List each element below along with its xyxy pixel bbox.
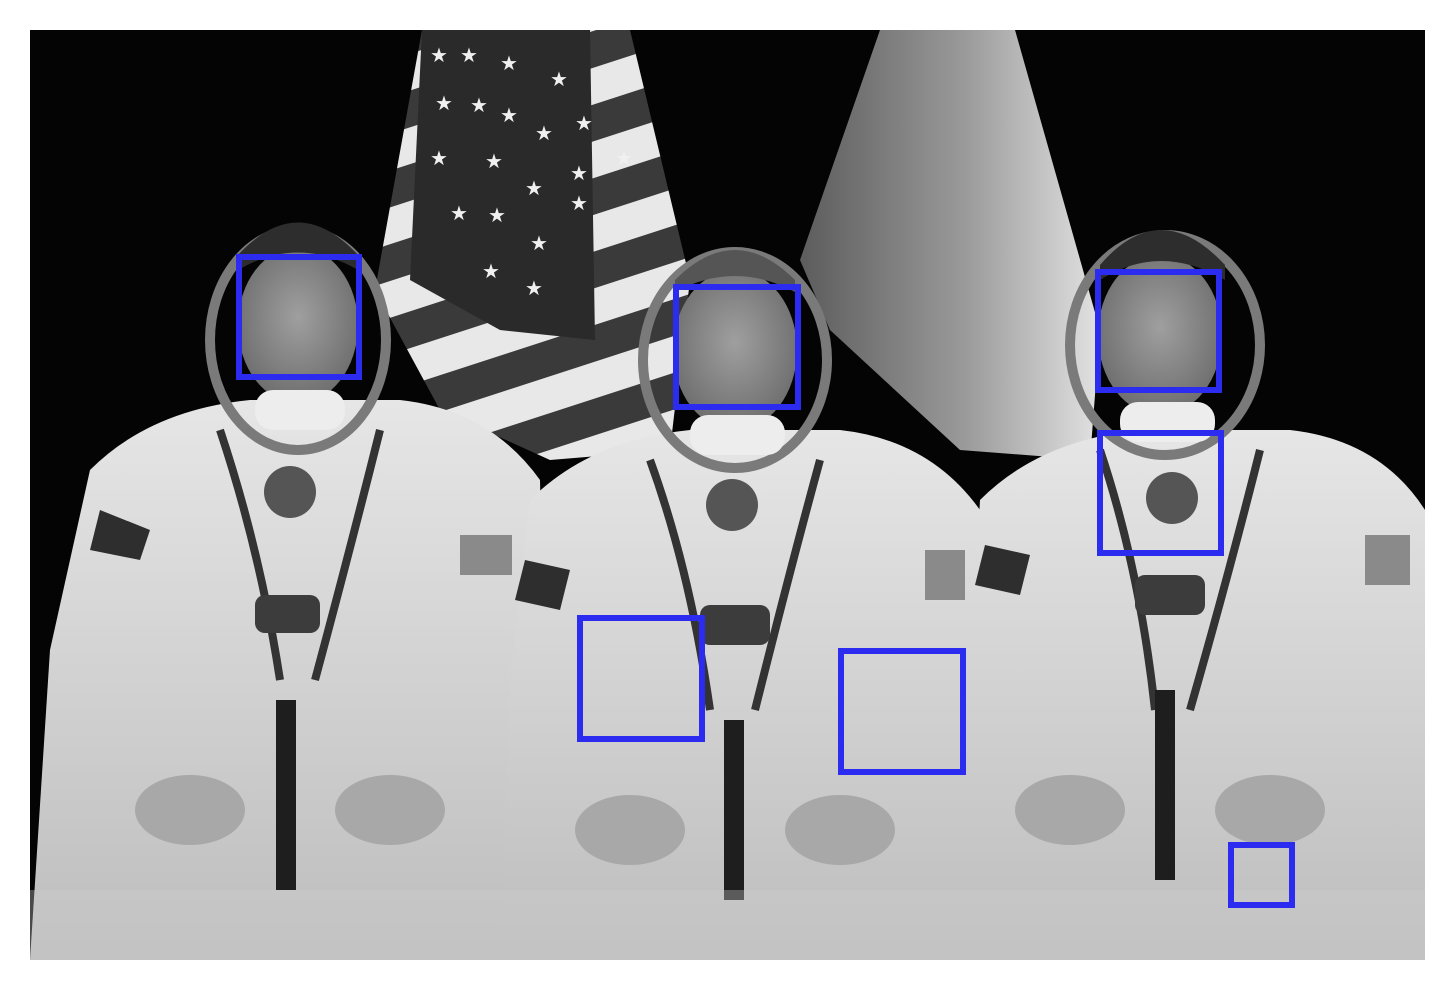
svg-text:★: ★ xyxy=(435,91,453,115)
svg-text:★: ★ xyxy=(525,176,543,200)
svg-text:★: ★ xyxy=(500,51,518,75)
detection-overlay xyxy=(30,30,1425,960)
svg-text:★: ★ xyxy=(470,93,488,117)
detection-box-face-middle xyxy=(673,284,801,410)
detection-box-face-left xyxy=(236,254,362,380)
svg-text:★: ★ xyxy=(482,259,500,283)
svg-text:★: ★ xyxy=(615,146,633,170)
svg-text:★: ★ xyxy=(535,121,553,145)
svg-text:★: ★ xyxy=(430,146,448,170)
photo-figure: ★ ★ ★ ★ ★ ★ ★ ★ ★ ★ ★ ★ ★ ★ ★ ★ ★ ★ ★ ★ xyxy=(30,30,1425,960)
svg-text:★: ★ xyxy=(500,103,518,127)
photo-illustration: ★ ★ ★ ★ ★ ★ ★ ★ ★ ★ ★ ★ ★ ★ ★ ★ ★ ★ ★ ★ xyxy=(30,30,1425,960)
crew-photo: ★ ★ ★ ★ ★ ★ ★ ★ ★ ★ ★ ★ ★ ★ ★ ★ ★ ★ ★ ★ xyxy=(30,30,1425,960)
svg-text:★: ★ xyxy=(570,191,588,215)
detection-box-hand-middle-left xyxy=(577,615,705,742)
svg-text:★: ★ xyxy=(570,161,588,185)
svg-text:★: ★ xyxy=(485,149,503,173)
svg-text:★: ★ xyxy=(530,231,548,255)
detection-box-knee-right xyxy=(1228,842,1295,908)
detection-box-face-right xyxy=(1095,269,1222,393)
svg-text:★: ★ xyxy=(430,43,448,67)
svg-text:★: ★ xyxy=(525,276,543,300)
svg-text:★: ★ xyxy=(575,111,593,135)
detection-box-hand-middle-right xyxy=(838,648,966,775)
svg-text:★: ★ xyxy=(488,203,506,227)
astronaut-middle xyxy=(500,247,990,960)
svg-text:★: ★ xyxy=(450,201,468,225)
detection-box-chest-right xyxy=(1097,430,1224,556)
svg-text:★: ★ xyxy=(550,67,568,91)
astronaut-right xyxy=(960,230,1425,960)
astronaut-left xyxy=(30,222,550,960)
svg-text:★: ★ xyxy=(460,43,478,67)
